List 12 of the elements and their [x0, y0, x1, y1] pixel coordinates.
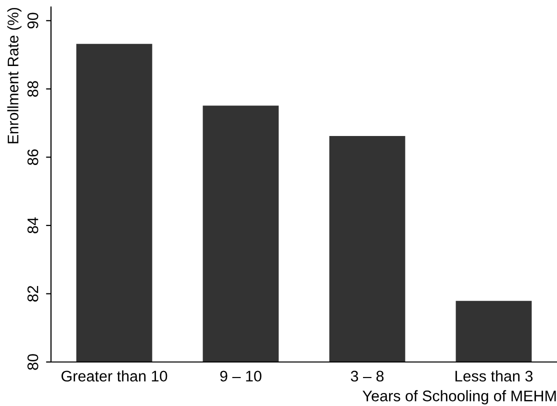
y-tick-label: 90: [27, 12, 38, 28]
y-tick-label: 82: [27, 286, 38, 302]
x-tick-label: Greater than 10: [62, 370, 168, 382]
x-tick-label: Less than 3: [456, 370, 533, 382]
x-tick-label: 3 – 8: [350, 370, 384, 382]
y-tick-label: 80: [27, 354, 38, 370]
x-tick-label: 9 – 10: [220, 370, 262, 382]
y-tick-label: 86: [27, 149, 38, 166]
y-tick-label: 84: [27, 217, 38, 234]
y-axis-title: Enrollment Rate (%): [7, 8, 22, 144]
x-axis-title: Years of Schooling of MEHM: [362, 390, 556, 404]
y-tick-label: 88: [27, 81, 38, 97]
